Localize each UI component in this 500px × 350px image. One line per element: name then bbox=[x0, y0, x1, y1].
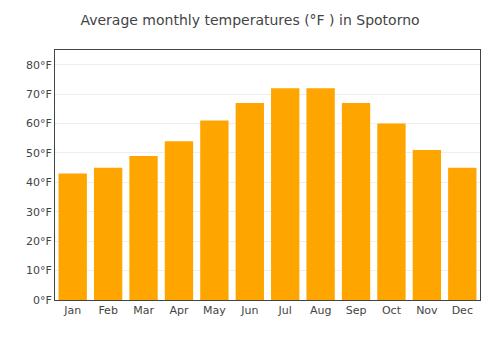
svg-text:Sep: Sep bbox=[346, 304, 367, 317]
svg-text:Feb: Feb bbox=[98, 304, 117, 317]
svg-text:50°F: 50°F bbox=[26, 147, 52, 160]
svg-text:80°F: 80°F bbox=[26, 59, 52, 72]
svg-text:0°F: 0°F bbox=[33, 294, 52, 307]
svg-text:30°F: 30°F bbox=[26, 206, 52, 219]
svg-text:Apr: Apr bbox=[169, 304, 189, 317]
svg-text:Nov: Nov bbox=[416, 304, 438, 317]
svg-text:Jun: Jun bbox=[240, 304, 258, 317]
svg-text:Dec: Dec bbox=[452, 304, 473, 317]
svg-text:Mar: Mar bbox=[133, 304, 154, 317]
svg-text:20°F: 20°F bbox=[26, 235, 52, 248]
svg-text:Jan: Jan bbox=[63, 304, 81, 317]
svg-text:10°F: 10°F bbox=[26, 264, 52, 277]
svg-text:Oct: Oct bbox=[382, 304, 402, 317]
svg-text:Aug: Aug bbox=[310, 304, 331, 317]
svg-text:40°F: 40°F bbox=[26, 176, 52, 189]
svg-text:May: May bbox=[203, 304, 226, 317]
svg-text:Jul: Jul bbox=[278, 304, 292, 317]
svg-text:70°F: 70°F bbox=[26, 88, 52, 101]
svg-text:Average monthly temperatures (: Average monthly temperatures (°F ) in Sp… bbox=[80, 12, 419, 28]
svg-text:60°F: 60°F bbox=[26, 117, 52, 130]
